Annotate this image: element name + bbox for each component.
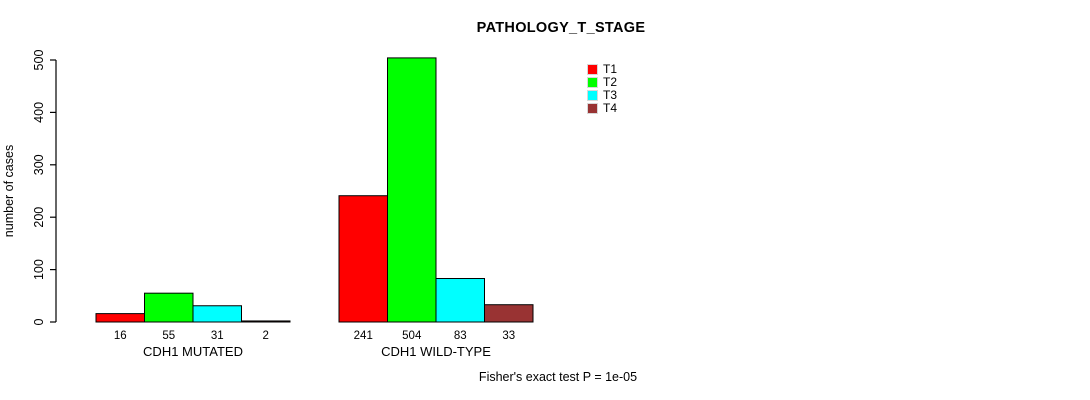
y-axis-tick-label: 500 <box>32 50 46 71</box>
legend-label: T3 <box>603 88 618 102</box>
bar-t4-group2 <box>484 304 534 323</box>
bar-t3-group2 <box>435 278 485 323</box>
legend-item-t2: T2 <box>587 76 617 89</box>
bar-t2-group1 <box>144 292 194 323</box>
category-label: CDH1 WILD-TYPE <box>381 344 491 359</box>
bar-value-label: 83 <box>454 330 467 342</box>
legend-item-t4: T4 <box>587 102 617 115</box>
bar-value-label: 33 <box>502 330 515 342</box>
bar-value-label: 31 <box>211 330 224 342</box>
bar-value-label: 16 <box>114 330 127 342</box>
bar-t1-group1 <box>95 313 145 323</box>
bar-value-label: 2 <box>263 330 269 342</box>
legend-swatch-t2 <box>587 77 598 88</box>
bar-t2-group2 <box>387 57 437 323</box>
y-axis-tick-label: 300 <box>32 154 46 175</box>
legend-label: T2 <box>603 75 618 89</box>
legend-item-t3: T3 <box>587 89 617 102</box>
y-axis-tick-label: 0 <box>32 318 46 325</box>
legend-swatch-t3 <box>587 90 598 101</box>
y-axis: 0 100 200 300 400 500 <box>32 50 57 325</box>
legend: T1 T2 T3 T4 <box>587 63 617 115</box>
bar-t4-group1 <box>241 320 291 323</box>
y-axis-tick-label: 200 <box>32 207 46 228</box>
y-axis-title: number of cases <box>2 145 16 237</box>
legend-swatch-t1 <box>587 64 598 75</box>
legend-swatch-t4 <box>587 103 598 114</box>
bars <box>95 57 534 323</box>
y-axis-tick-label: 100 <box>32 259 46 280</box>
bar-value-label: 241 <box>354 330 373 342</box>
legend-item-t1: T1 <box>587 63 617 76</box>
chart-title: PATHOLOGY_T_STAGE <box>476 20 646 36</box>
bar-t1-group2 <box>338 195 388 323</box>
y-axis-tick-label: 400 <box>32 102 46 123</box>
category-label: CDH1 MUTATED <box>143 344 243 359</box>
legend-label: T4 <box>603 101 618 115</box>
legend-label: T1 <box>603 62 618 76</box>
bar-labels: 16 55 31 2 CDH1 MUTATED 241 504 83 33 CDH1 WILD-T… <box>114 330 515 359</box>
statistical-test-annotation: Fisher's exact test P = 1e-05 <box>478 370 638 384</box>
bar-value-label: 55 <box>162 330 175 342</box>
bar-value-label: 504 <box>402 330 422 342</box>
bar-t3-group1 <box>192 305 242 323</box>
